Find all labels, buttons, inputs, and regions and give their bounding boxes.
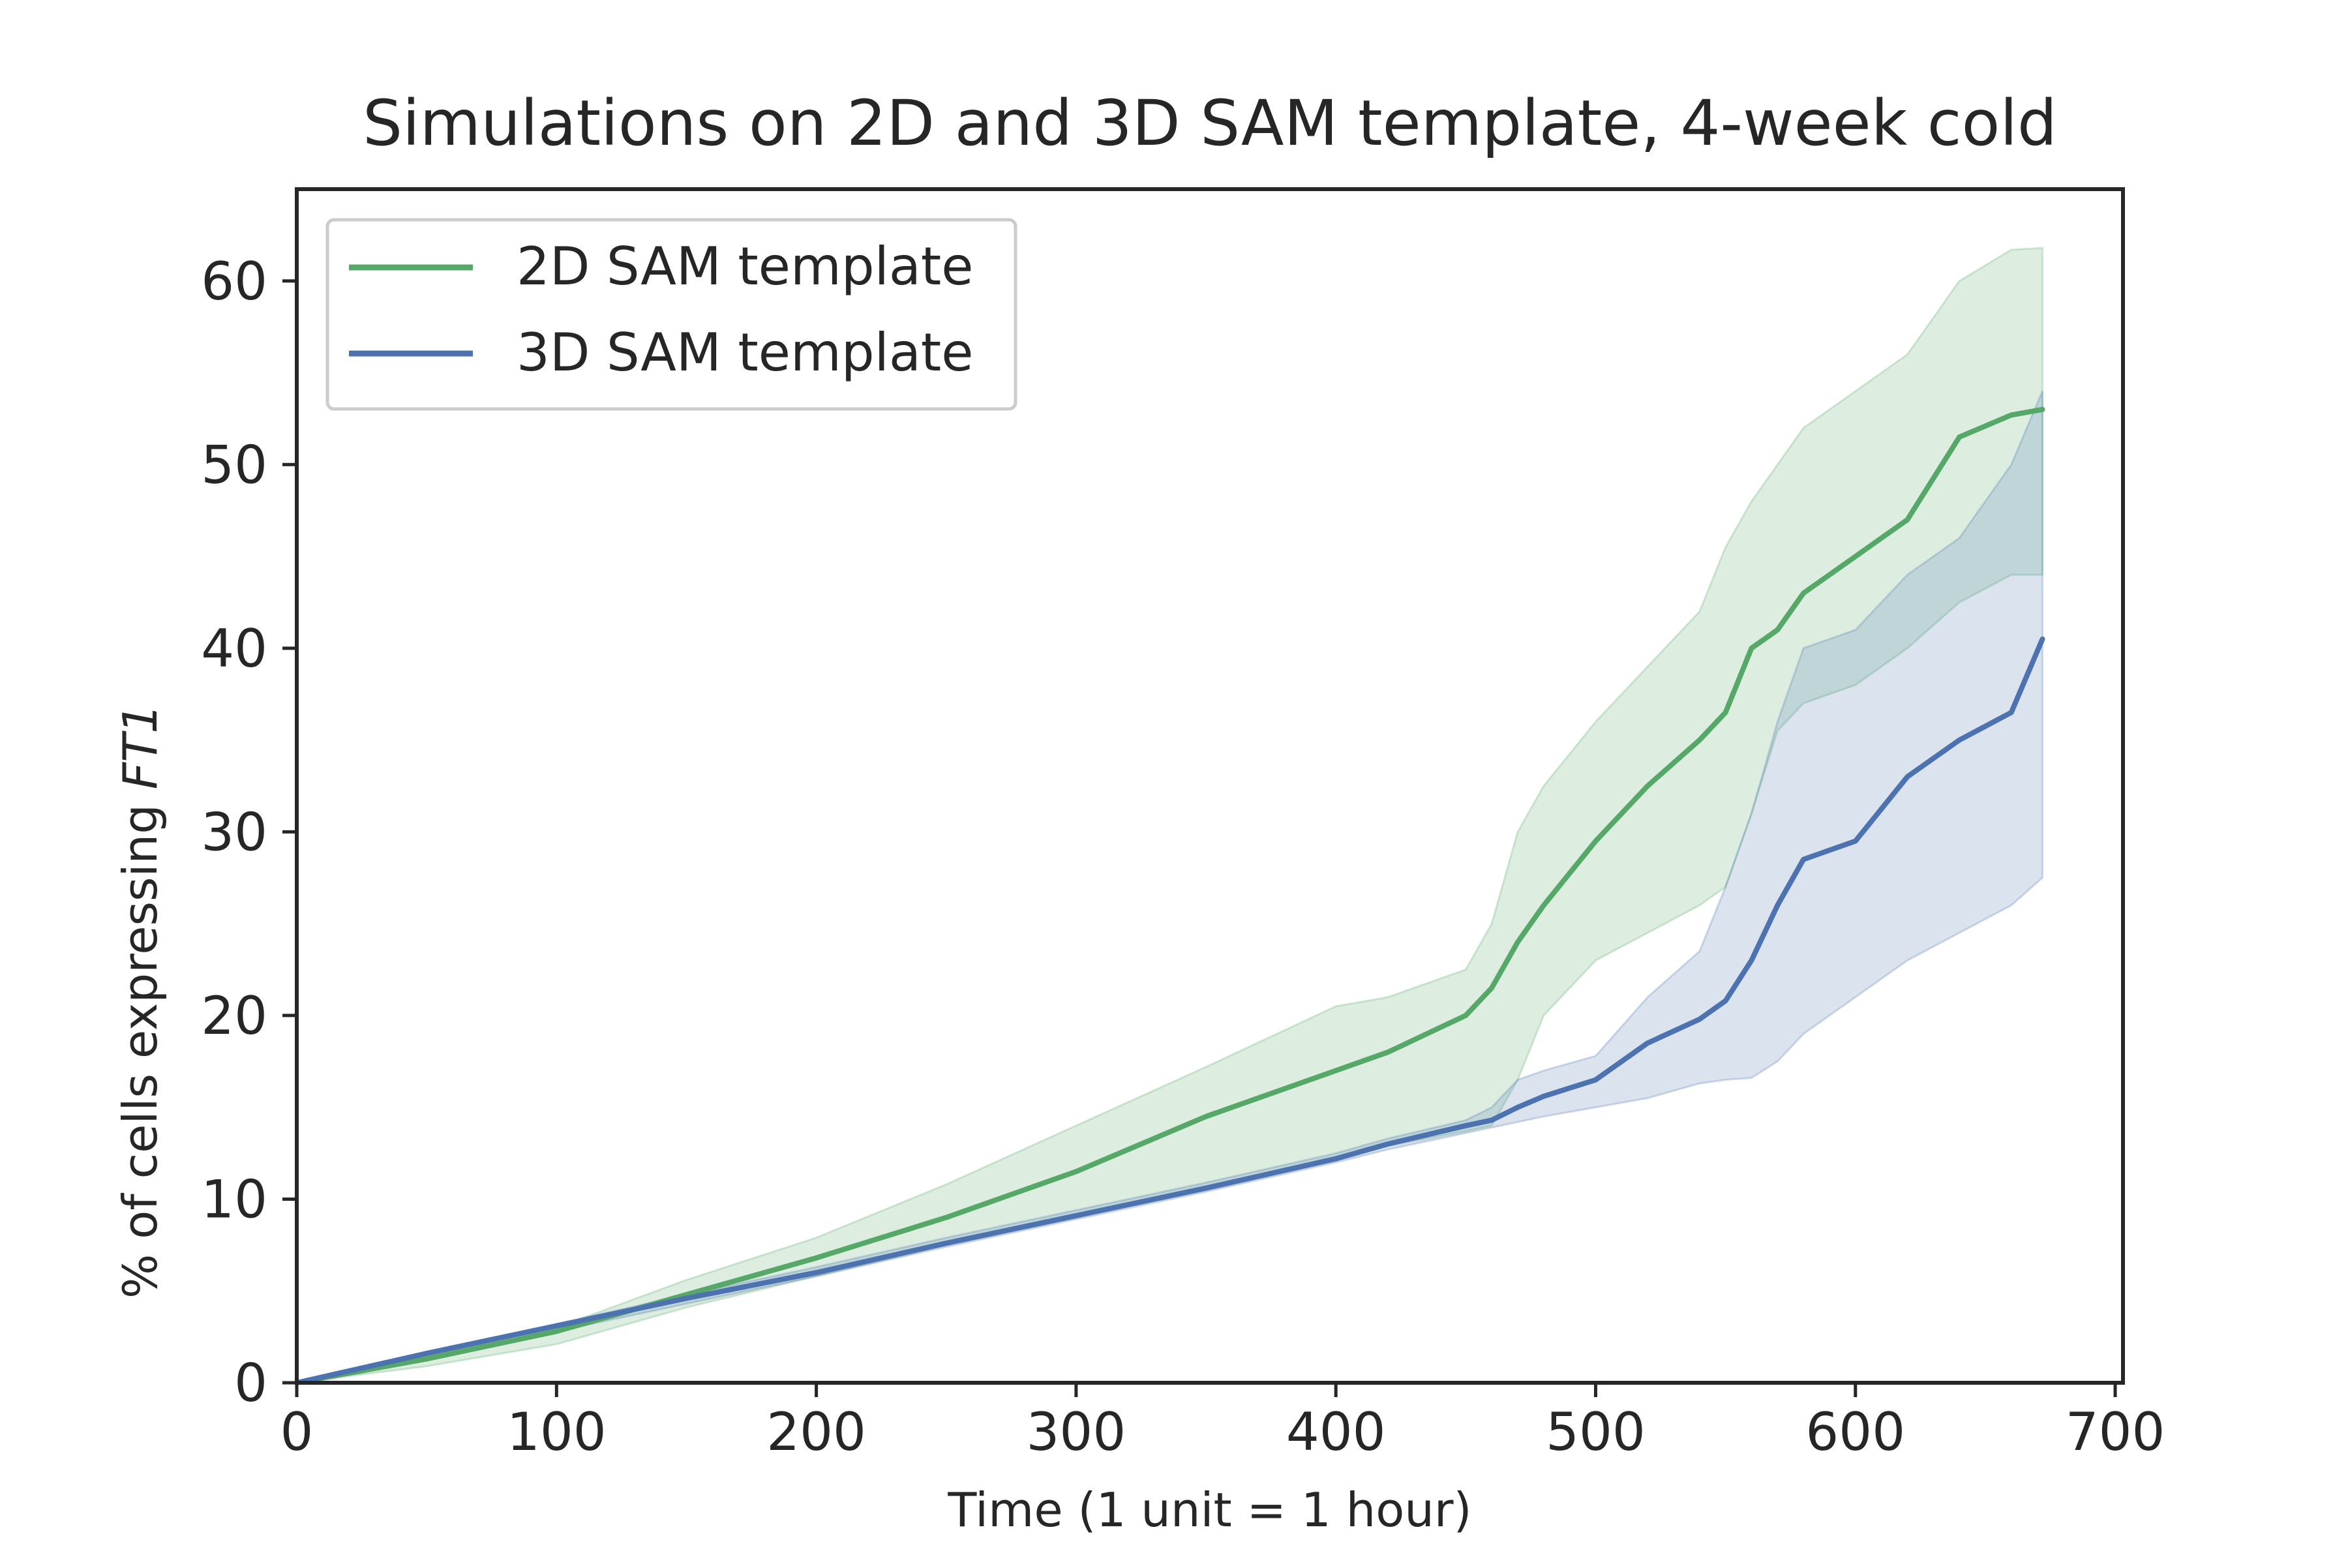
plot-area-frame (295, 187, 2125, 1385)
y-axis-label-text: % of cells expressing (113, 789, 168, 1299)
x-axis-ticks: 0 100 200 300 400 500 600 700 (280, 1383, 2165, 1462)
x-tick-label: 0 (280, 1402, 314, 1462)
series-lines (294, 406, 2045, 1385)
legend-box (325, 218, 1017, 411)
legend-label-2d: 2D SAM template (517, 236, 974, 297)
x-tick-label: 700 (2066, 1402, 2165, 1462)
x-tick-label: 100 (507, 1402, 607, 1462)
y-axis-label-italic: FT1 (113, 704, 168, 789)
x-tick-label: 500 (1546, 1402, 1646, 1462)
y-tick-label: 50 (201, 434, 267, 495)
y-tick-label: 60 (201, 251, 267, 312)
x-tick-label: 200 (766, 1402, 866, 1462)
series-line-3d (294, 636, 2045, 1385)
y-tick-label: 0 (234, 1353, 267, 1413)
x-tick-label: 400 (1286, 1402, 1386, 1462)
y-tick-label: 30 (201, 802, 267, 862)
chart-title: Simulations on 2D and 3D SAM template, 4… (363, 87, 2057, 160)
y-axis-ticks: 0 10 20 30 40 50 60 (201, 251, 297, 1413)
x-axis-label: Time (1 unit = 1 hour) (947, 1483, 1471, 1537)
y-tick-label: 10 (201, 1169, 267, 1229)
y-tick-label: 20 (201, 986, 267, 1046)
legend: 2D SAM template 3D SAM template (325, 218, 1017, 411)
y-axis-label: % of cells expressing FT1 (113, 704, 168, 1299)
band-3d (296, 391, 2043, 1384)
legend-label-3d: 3D SAM template (517, 322, 974, 383)
y-tick-label: 40 (201, 618, 267, 679)
x-tick-label: 300 (1027, 1402, 1126, 1462)
x-tick-label: 600 (1805, 1402, 1905, 1462)
series-line-2d (294, 406, 2045, 1385)
